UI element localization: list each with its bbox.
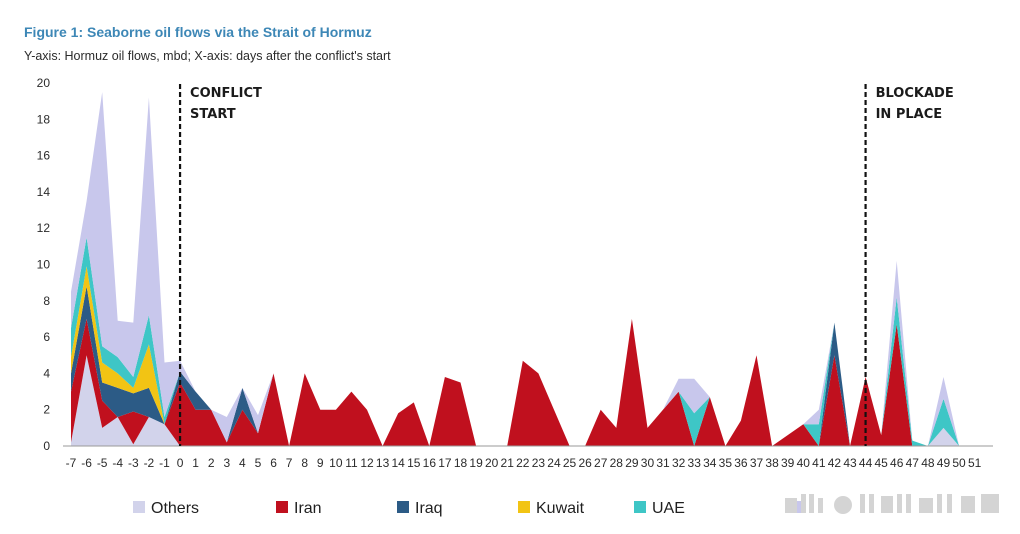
x-tick-label: 32 xyxy=(672,456,686,470)
legend-swatch xyxy=(276,501,288,513)
x-tick-label: 43 xyxy=(843,456,857,470)
area-series-group xyxy=(71,92,975,446)
x-tick-label: 35 xyxy=(719,456,733,470)
x-tick-label: 46 xyxy=(890,456,904,470)
x-tick-label: 22 xyxy=(516,456,530,470)
x-tick-label: 40 xyxy=(797,456,811,470)
x-tick-label: 25 xyxy=(563,456,577,470)
x-tick-label: 12 xyxy=(360,456,374,470)
x-tick-label: 39 xyxy=(781,456,795,470)
x-tick-label: 20 xyxy=(485,456,499,470)
x-tick-label: 28 xyxy=(610,456,624,470)
x-tick-label: 3 xyxy=(223,456,230,470)
annotation-label: START xyxy=(190,107,236,122)
legend-label: Iran xyxy=(294,500,322,517)
x-tick-label: 11 xyxy=(345,456,358,470)
legend-swatch xyxy=(634,501,646,513)
x-tick-label: 18 xyxy=(454,456,468,470)
legend-swatch xyxy=(133,501,145,513)
x-tick-label: 51 xyxy=(968,456,982,470)
y-tick-label: 4 xyxy=(43,366,50,380)
annotation-label: CONFLICT xyxy=(190,86,262,101)
x-tick-label: 17 xyxy=(438,456,452,470)
chart-title: Figure 1: Seaborne oil flows via the Str… xyxy=(24,24,372,40)
y-tick-label: 14 xyxy=(37,185,51,199)
x-tick-label: 16 xyxy=(423,456,437,470)
x-tick-label: -1 xyxy=(159,456,170,470)
x-tick-label: 7 xyxy=(286,456,293,470)
x-tick-label: 31 xyxy=(656,456,670,470)
x-tick-label: -6 xyxy=(81,456,92,470)
x-tick-label: 14 xyxy=(392,456,406,470)
x-tick-label: 48 xyxy=(921,456,935,470)
y-tick-labels: 0 2 4 6 8 10 12 14 16 18 20 xyxy=(37,76,51,453)
x-tick-label: 0 xyxy=(177,456,184,470)
legend-label: Iraq xyxy=(415,500,443,517)
x-tick-label: 1 xyxy=(192,456,199,470)
x-tick-label: -5 xyxy=(97,456,108,470)
y-tick-label: 16 xyxy=(37,149,51,163)
x-tick-label: -2 xyxy=(144,456,155,470)
annotation-label: BLOCKADE xyxy=(876,86,954,101)
x-tick-label: 27 xyxy=(594,456,608,470)
x-tick-label: 8 xyxy=(301,456,308,470)
x-tick-label: 13 xyxy=(376,456,390,470)
area-series-iran xyxy=(71,318,975,446)
legend-label: UAE xyxy=(652,500,685,517)
y-tick-label: 8 xyxy=(43,294,50,308)
x-tick-label: 49 xyxy=(937,456,951,470)
y-tick-label: 10 xyxy=(37,258,51,272)
x-tick-label: 19 xyxy=(469,456,483,470)
x-tick-label: 15 xyxy=(407,456,421,470)
x-tick-label: 34 xyxy=(703,456,717,470)
x-tick-label: 44 xyxy=(859,456,873,470)
x-tick-label: -4 xyxy=(112,456,123,470)
event-annotations: CONFLICT START BLOCKADE IN PLACE xyxy=(178,84,954,446)
y-tick-label: 20 xyxy=(37,76,51,90)
x-tick-label: 2 xyxy=(208,456,215,470)
legend-label: Kuwait xyxy=(536,500,585,517)
x-tick-label: 9 xyxy=(317,456,324,470)
x-tick-label: 6 xyxy=(270,456,277,470)
x-tick-label: -3 xyxy=(128,456,139,470)
x-tick-label: 10 xyxy=(329,456,343,470)
y-tick-label: 18 xyxy=(37,112,51,126)
x-tick-label: 26 xyxy=(578,456,592,470)
legend-swatch xyxy=(397,501,409,513)
y-tick-label: 6 xyxy=(43,330,50,344)
area-series-others xyxy=(71,355,975,446)
x-tick-label: 29 xyxy=(625,456,639,470)
y-tick-label: 2 xyxy=(43,403,50,417)
y-tick-label: 12 xyxy=(37,221,51,235)
x-tick-label: 37 xyxy=(750,456,764,470)
y-tick-label: 0 xyxy=(43,439,50,453)
x-tick-label: 24 xyxy=(547,456,561,470)
x-tick-label: 21 xyxy=(501,456,515,470)
legend: Others Iran Iraq Kuwait UAE xyxy=(133,500,802,517)
x-tick-label: 45 xyxy=(874,456,888,470)
x-tick-label: 50 xyxy=(952,456,966,470)
x-tick-label: 5 xyxy=(255,456,262,470)
x-tick-label: 38 xyxy=(765,456,779,470)
x-tick-label: 23 xyxy=(532,456,546,470)
x-tick-label: 4 xyxy=(239,456,246,470)
x-tick-label: 36 xyxy=(734,456,748,470)
x-tick-label: 41 xyxy=(812,456,826,470)
x-tick-label: 47 xyxy=(906,456,920,470)
x-tick-label: 33 xyxy=(688,456,702,470)
watermark-graphic xyxy=(785,494,999,514)
legend-label: Others xyxy=(151,500,199,517)
chart-subtitle: Y-axis: Hormuz oil flows, mbd; X-axis: d… xyxy=(24,49,391,63)
x-tick-label: -7 xyxy=(66,456,77,470)
x-tick-label: 42 xyxy=(828,456,842,470)
legend-swatch xyxy=(518,501,530,513)
annotation-label: IN PLACE xyxy=(876,107,943,122)
x-tick-labels: -7 -6 -5 -4 -3 -2 -1 0 1 2 3 4 5 6 7 8 9 10 11 12 13 14 15 16 17… xyxy=(66,456,982,470)
x-tick-label: 30 xyxy=(641,456,655,470)
